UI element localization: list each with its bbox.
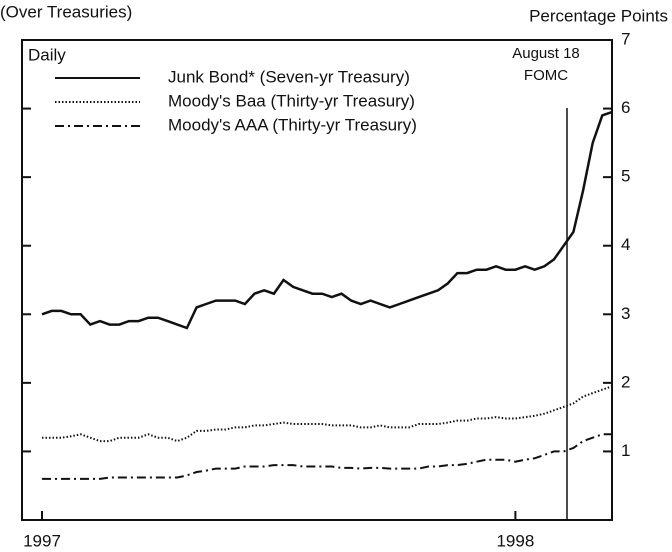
x-tick-label: 1997 (23, 531, 61, 550)
y-tick-label: 7 (621, 29, 630, 48)
y-tick-label: 1 (621, 441, 630, 460)
annotation: FOMC (524, 67, 568, 84)
frequency-label: Daily (28, 45, 66, 64)
y-tick-label: 2 (621, 372, 630, 391)
annotation: August 18 (512, 45, 580, 62)
y-tick-label: 4 (621, 235, 630, 254)
y-tick-label: 3 (621, 304, 630, 323)
legend-label: Junk Bond* (Seven-yr Treasury) (168, 67, 410, 86)
y-axis-label: Percentage Points (529, 6, 668, 25)
series-line (42, 385, 613, 443)
x-tick-label: 1998 (496, 531, 534, 550)
legend-label: Moody's Baa (Thirty-yr Treasury) (168, 91, 415, 110)
legend-label: Moody's AAA (Thirty-yr Treasury) (168, 115, 417, 134)
series-line (42, 433, 612, 480)
y-tick-label: 5 (621, 167, 630, 186)
series-line (41, 110, 613, 330)
chart-subtitle: (Over Treasuries) (0, 2, 132, 21)
plot-frame (21, 39, 613, 521)
y-tick-label: 6 (621, 98, 630, 117)
